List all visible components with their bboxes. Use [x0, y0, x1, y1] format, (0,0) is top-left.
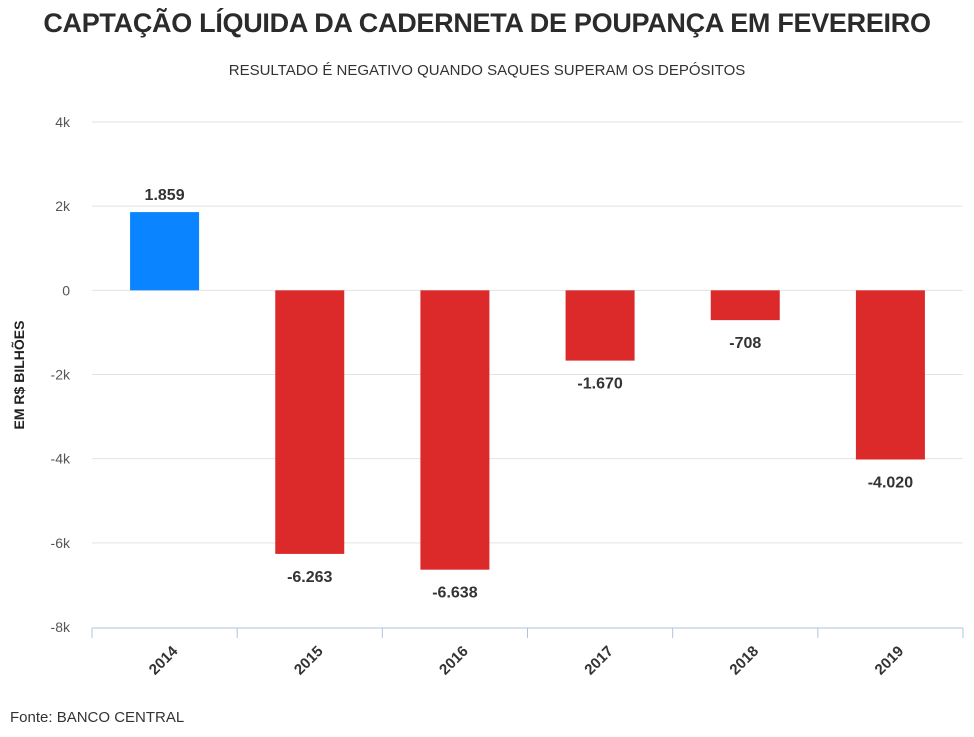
y-tick-label: -2k [51, 367, 71, 383]
bars [130, 212, 925, 570]
bar-2018 [710, 290, 780, 321]
bar-2015 [275, 290, 345, 554]
bar-2016 [420, 290, 490, 570]
data-label-2017: -1.670 [577, 376, 622, 393]
y-tick-label: 0 [62, 282, 70, 298]
bar-2019 [855, 290, 925, 460]
x-axis: 2014 2015 2016 2017 2018 2019 [91, 627, 964, 679]
data-label-2016: -6.638 [432, 585, 477, 602]
y-tick-label: 2k [55, 198, 71, 214]
x-tick-label: 2018 [726, 643, 762, 679]
y-tick-label: -8k [51, 619, 71, 635]
data-label-2014: 1.859 [145, 187, 185, 204]
chart-subtitle: RESULTADO É NEGATIVO QUANDO SAQUES SUPER… [228, 62, 746, 79]
x-tick-label: 2014 [146, 642, 182, 678]
y-tick-label: -6k [51, 535, 71, 551]
data-label-2018: -708 [729, 335, 761, 352]
bar-2014 [130, 212, 200, 291]
bar-2017 [565, 290, 635, 361]
source-note: Fonte: BANCO CENTRAL [10, 709, 185, 726]
y-tick-label: -4k [51, 451, 71, 467]
data-label-2019: -4.020 [868, 475, 913, 492]
y-tick-label: 4k [55, 114, 71, 130]
data-label-2015: -6.263 [287, 569, 332, 586]
gridlines [92, 121, 963, 544]
y-axis-ticks: 4k 2k 0 -2k -4k -6k -8k [51, 114, 71, 635]
y-axis-label: EM R$ BILHÕES [10, 321, 27, 430]
x-tick-label: 2019 [872, 643, 908, 679]
chart-title: CAPTAÇÃO LÍQUIDA DA CADERNETA DE POUPANÇ… [43, 8, 931, 38]
x-tick-label: 2016 [436, 643, 472, 679]
x-tick-label: 2015 [291, 643, 327, 679]
x-tick-label: 2017 [581, 643, 617, 679]
data-labels: 1.859 -6.263 -6.638 -1.670 -708 -4.020 [145, 187, 914, 602]
